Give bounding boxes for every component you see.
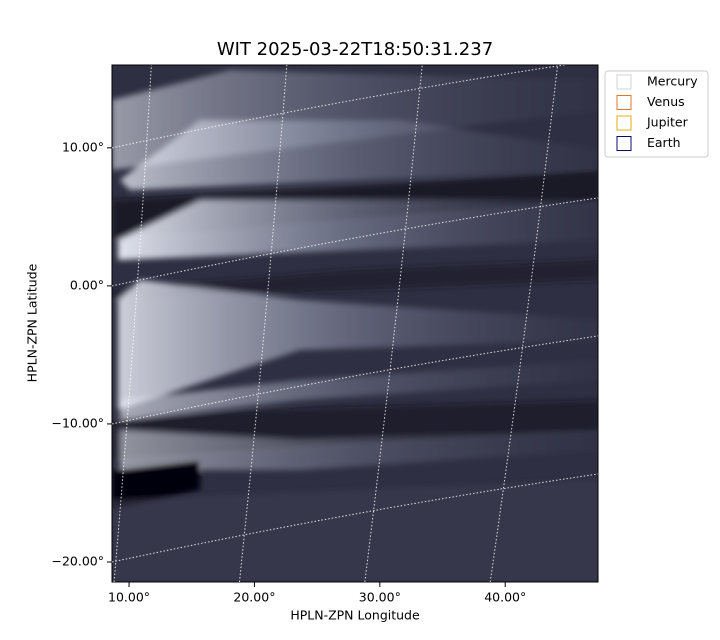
y-axis-label: HPLN-ZPN Latitude <box>25 263 40 382</box>
y-tick-label: −10.00° <box>51 415 104 430</box>
y-tick-label: −20.00° <box>51 553 104 568</box>
grid-line <box>113 65 152 582</box>
legend-swatch <box>616 115 632 131</box>
legend-label: Venus <box>647 94 685 109</box>
chart-title: WIT 2025-03-22T18:50:31.237 <box>217 39 493 60</box>
legend: Mercury Venus Jupiter Earth <box>604 70 709 158</box>
x-tick-label: 40.00° <box>484 590 526 605</box>
x-tick-label: 20.00° <box>233 590 275 605</box>
legend-label: Jupiter <box>646 115 689 130</box>
legend-swatch <box>616 95 632 110</box>
legend-swatch <box>616 136 632 151</box>
grid-line <box>238 65 288 582</box>
legend-label: Earth <box>647 135 681 150</box>
legend-frame <box>604 70 709 158</box>
x-tick-label: 10.00° <box>108 590 150 605</box>
legend-label: Mercury <box>647 74 698 89</box>
x-tick-label: 30.00° <box>359 590 401 605</box>
grid <box>112 65 598 582</box>
y-tick-label: 0.00° <box>70 277 104 292</box>
plot-frame <box>111 64 599 583</box>
grid-line <box>364 65 423 582</box>
ticks: 10.00° 20.00° 30.00° 40.00° 10.00° 0.00° −10.0… <box>51 139 526 604</box>
image <box>112 65 598 582</box>
x-axis-label: HPLN-ZPN Longitude <box>290 608 420 623</box>
legend-swatch <box>616 74 632 90</box>
y-tick-label: 10.00° <box>62 139 104 154</box>
